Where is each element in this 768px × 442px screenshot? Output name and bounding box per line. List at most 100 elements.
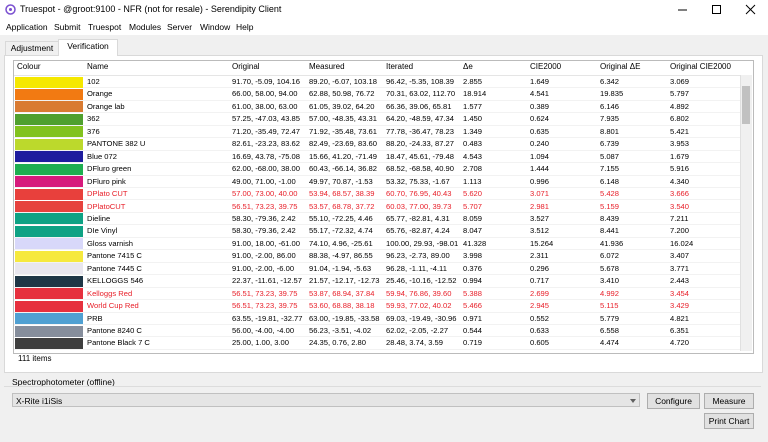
menu-item[interactable]: Help <box>236 22 254 32</box>
cell: 3.407 <box>670 251 690 261</box>
cell: 3.071 <box>530 189 550 199</box>
colour-swatch <box>15 113 83 125</box>
row[interactable] <box>14 263 740 276</box>
row[interactable] <box>14 163 740 176</box>
cell: 5.797 <box>670 89 690 99</box>
menu-item[interactable]: Window <box>200 22 231 32</box>
device-select[interactable]: X-Rite i1iSis <box>12 393 640 407</box>
column-header[interactable]: Iterated <box>386 62 414 71</box>
button[interactable]: Print Chart <box>704 413 754 429</box>
colour-swatch <box>15 263 83 275</box>
cell: 0.389 <box>530 101 550 111</box>
cell: 3.512 <box>530 226 550 236</box>
menu-item[interactable]: Truespot <box>88 22 122 32</box>
cell: Pantone 7445 C <box>87 263 142 273</box>
cell: Blue 072 <box>87 151 117 161</box>
row[interactable] <box>14 325 740 338</box>
cell: 1.113 <box>463 176 482 186</box>
row[interactable] <box>14 275 740 288</box>
column-header[interactable]: Original <box>232 62 260 71</box>
cell: 1.444 <box>530 164 550 174</box>
cell: 5.466 <box>463 301 483 311</box>
cell: 61.05, 39.02, 64.20 <box>309 101 375 111</box>
cell: 49.00, 71.00, -1.00 <box>232 176 296 186</box>
cell: 63.00, -19.85, -33.58 <box>309 313 380 323</box>
column-header[interactable]: Name <box>87 62 109 71</box>
scroll-thumb[interactable] <box>742 86 750 124</box>
tab[interactable]: Adjustment <box>5 41 59 55</box>
row[interactable] <box>14 288 740 301</box>
cell: 56.51, 73.23, 39.75 <box>232 301 298 311</box>
tab[interactable]: Verification <box>58 39 118 56</box>
cell: 5.779 <box>600 313 620 323</box>
cell: 89.20, -6.07, 103.18 <box>309 77 377 86</box>
cell: 56.51, 73.23, 39.75 <box>232 288 298 298</box>
cell: 58.30, -79.36, 2.42 <box>232 213 296 223</box>
cell: 5.388 <box>463 288 483 298</box>
menu-item[interactable]: Submit <box>54 22 81 32</box>
row[interactable] <box>14 337 740 350</box>
cell: 0.719 <box>463 338 483 348</box>
column-header[interactable]: Measured <box>309 62 345 71</box>
menu-item[interactable]: Server <box>167 22 193 32</box>
cell: 56.51, 73.23, 39.75 <box>232 201 298 211</box>
cell: DPlatoCUT <box>87 201 126 211</box>
cell: 57.00, 73.00, 40.00 <box>232 189 298 199</box>
cell: Kelloggs Red <box>87 288 133 298</box>
row[interactable] <box>14 176 740 189</box>
cell: 5.707 <box>463 201 483 211</box>
row[interactable] <box>14 213 740 226</box>
row[interactable] <box>14 225 740 238</box>
cell: 1.649 <box>530 77 550 86</box>
cell: 21.57, -12.17, -12.73 <box>309 276 380 286</box>
cell: 6.146 <box>600 101 620 111</box>
row[interactable] <box>14 250 740 263</box>
cell: 0.624 <box>530 114 550 124</box>
colour-swatch <box>15 151 83 163</box>
cell: 16.69, 43.78, -75.08 <box>232 151 300 161</box>
cell: 0.971 <box>463 313 483 323</box>
cell: 96.28, -1.11, -4.11 <box>386 263 447 273</box>
row[interactable] <box>14 151 740 164</box>
cell: 3.454 <box>670 288 690 298</box>
column-header[interactable]: CIE2000 <box>530 62 562 71</box>
menu-item[interactable]: Modules <box>129 22 162 32</box>
column-header[interactable]: Original CIE2000 <box>670 62 731 71</box>
cell: 376 <box>87 126 100 136</box>
menu-item[interactable]: Application <box>6 22 48 32</box>
colour-swatch <box>15 288 83 300</box>
cell: 100.00, 29.93, -98.01 <box>386 238 459 248</box>
row[interactable] <box>14 300 740 313</box>
row[interactable] <box>14 138 740 151</box>
row[interactable] <box>14 76 740 89</box>
scrollbar[interactable] <box>740 75 752 351</box>
cell: 82.49, -23.69, 83.60 <box>309 139 377 149</box>
cell: 15.66, 41.20, -71.49 <box>309 151 377 161</box>
row[interactable] <box>14 113 740 126</box>
cell: 0.605 <box>530 338 550 348</box>
cell: 71.92, -35.48, 73.61 <box>309 126 377 136</box>
column-header[interactable]: Original ΔE <box>600 62 641 71</box>
cell: 57.00, -48.35, 43.31 <box>309 114 377 124</box>
cell: 55.10, -72.25, 4.46 <box>309 213 373 223</box>
row[interactable] <box>14 201 740 213</box>
row[interactable] <box>14 101 740 114</box>
window-controls[interactable] <box>660 0 768 20</box>
row[interactable] <box>14 188 740 201</box>
cell: 53.87, 68.94, 37.84 <box>309 288 375 298</box>
button[interactable]: Measure <box>704 393 754 409</box>
button[interactable]: Configure <box>647 393 700 409</box>
row[interactable] <box>14 126 740 139</box>
column-header[interactable]: Δe <box>463 62 473 71</box>
cell: 65.76, -82.87, 4.24 <box>386 226 450 236</box>
cell: 8.441 <box>600 226 620 236</box>
cell: 3.953 <box>670 139 690 149</box>
colour-swatch <box>15 201 83 212</box>
cell: 24.35, 0.76, 2.80 <box>309 338 367 348</box>
row[interactable] <box>14 313 740 325</box>
colour-swatch <box>15 238 83 250</box>
row[interactable] <box>14 88 740 101</box>
cell: 4.821 <box>670 313 690 323</box>
column-header[interactable]: Colour <box>17 62 41 71</box>
row[interactable] <box>14 238 740 251</box>
